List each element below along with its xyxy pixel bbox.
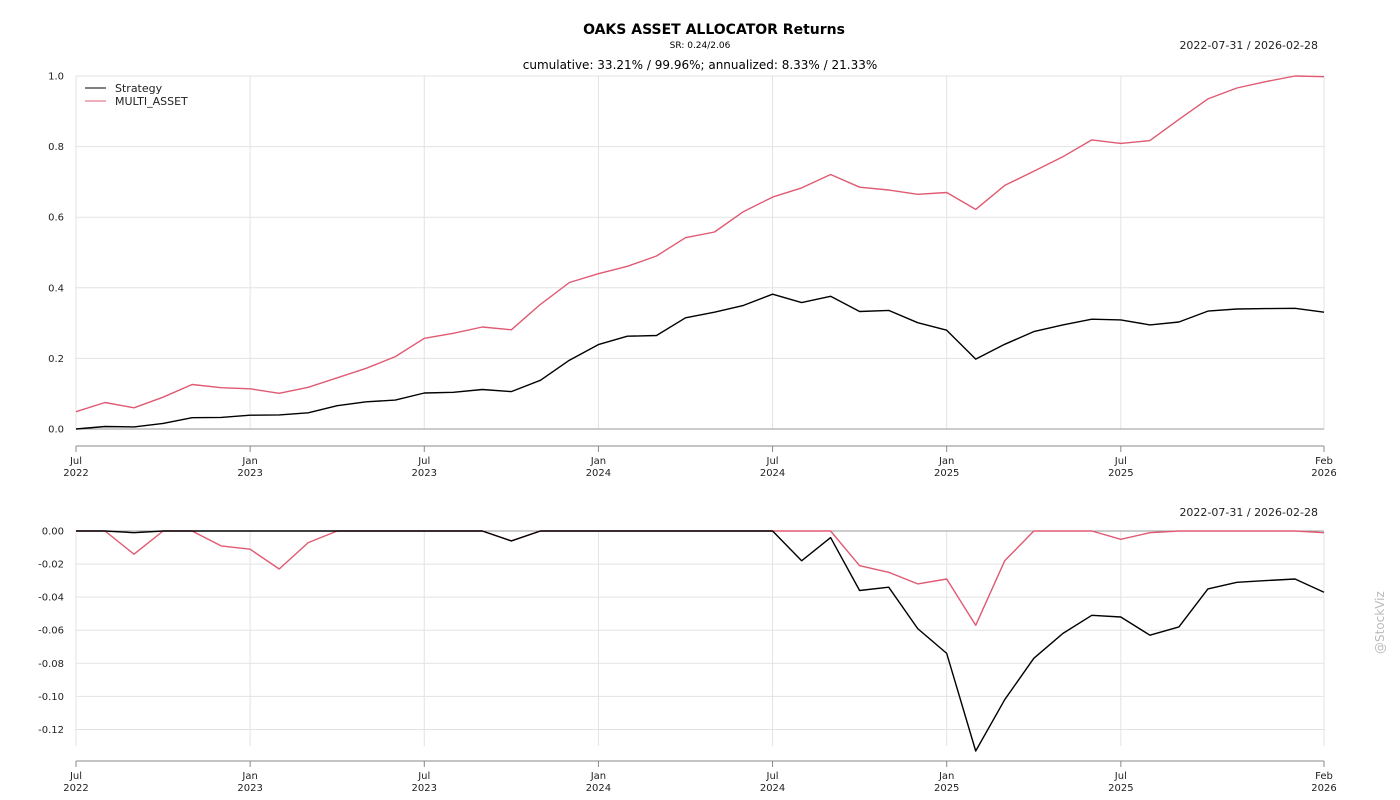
top-y-tick-label: 0.4 [48, 283, 64, 294]
top-x-tick-label: 2024 [586, 468, 611, 479]
bottom-y-tick-label: -0.06 [38, 626, 64, 637]
bottom-x-tick-label: Jan [590, 771, 606, 782]
bottom-x-tick-label: 2025 [1108, 783, 1133, 794]
bottom-series-strategy [76, 530, 1325, 752]
bottom-x-tick-label: 2023 [412, 783, 437, 794]
date-range-bottom: 2022-07-31 / 2026-02-28 [1179, 506, 1318, 519]
bottom-x-tick-label: Feb [1315, 771, 1333, 782]
bottom-x-tick-label: 2024 [760, 783, 785, 794]
bottom-x-tick-label: Jul [69, 771, 82, 782]
top-x-tick-label: 2023 [412, 468, 437, 479]
date-range-top: 2022-07-31 / 2026-02-28 [1179, 39, 1318, 52]
bottom-x-tick-label: 2022 [63, 783, 88, 794]
top-x-tick-label: 2025 [1108, 468, 1133, 479]
legend: Strategy MULTI_ASSET [85, 82, 188, 108]
bottom-y-tick-label: -0.02 [38, 560, 64, 571]
bottom-x-tick-label: 2024 [586, 783, 611, 794]
top-x-tick-label: Jul [69, 456, 82, 467]
bottom-x-tick-label: Jan [938, 771, 954, 782]
legend-label-strategy: Strategy [115, 82, 163, 95]
legend-label-benchmark: MULTI_ASSET [115, 95, 188, 108]
bottom-y-tick-label: -0.10 [38, 692, 64, 703]
bottom-y-tick-label: -0.04 [38, 593, 64, 604]
top-x-tick-label: Jul [1114, 456, 1127, 467]
bottom-y-tick-label: 0.00 [42, 527, 64, 538]
top-y-tick-label: 0.0 [48, 425, 64, 436]
top-y-tick-label: 0.6 [48, 213, 64, 224]
watermark: @StockViz [1373, 591, 1387, 654]
top-x-tick-label: Jul [766, 456, 779, 467]
top-x-tick-label: Jan [938, 456, 954, 467]
top-x-tick-label: Jan [241, 456, 257, 467]
drawdown-chart: 0.00-0.02-0.04-0.06-0.08-0.10-0.12Jul202… [38, 527, 1337, 795]
top-x-tick-label: 2024 [760, 468, 785, 479]
bottom-y-tick-label: -0.12 [38, 725, 64, 736]
top-x-tick-label: Jul [417, 456, 430, 467]
bottom-x-tick-label: 2023 [237, 783, 262, 794]
top-y-tick-label: 0.2 [48, 354, 64, 365]
cumulative-returns-chart: 0.00.20.40.60.81.0Jul2022Jan2023Jul2023J… [48, 72, 1337, 480]
bottom-x-tick-label: Jul [1114, 771, 1127, 782]
top-x-tick-label: 2023 [237, 468, 262, 479]
top-series-benchmark [75, 75, 1325, 413]
top-x-tick-label: 2022 [63, 468, 88, 479]
chart-title: OAKS ASSET ALLOCATOR Returns [583, 22, 845, 38]
bottom-x-tick-label: 2026 [1311, 783, 1336, 794]
bottom-series-benchmark [76, 530, 1325, 626]
top-x-tick-label: 2025 [934, 468, 959, 479]
top-x-tick-label: 2026 [1311, 468, 1336, 479]
top-y-tick-label: 0.8 [48, 142, 64, 153]
bottom-x-tick-label: Jan [241, 771, 257, 782]
bottom-x-tick-label: Jul [417, 771, 430, 782]
top-series-strategy [75, 293, 1325, 430]
bottom-x-tick-label: Jul [766, 771, 779, 782]
chart-subtitle: SR: 0.24/2.06 [670, 41, 731, 51]
top-x-tick-label: Jan [590, 456, 606, 467]
bottom-y-tick-label: -0.08 [38, 659, 64, 670]
top-y-tick-label: 1.0 [48, 72, 64, 83]
bottom-x-tick-label: 2025 [934, 783, 959, 794]
stats-summary: cumulative: 33.21% / 99.96%; annualized:… [523, 58, 878, 72]
top-x-tick-label: Feb [1315, 456, 1333, 467]
